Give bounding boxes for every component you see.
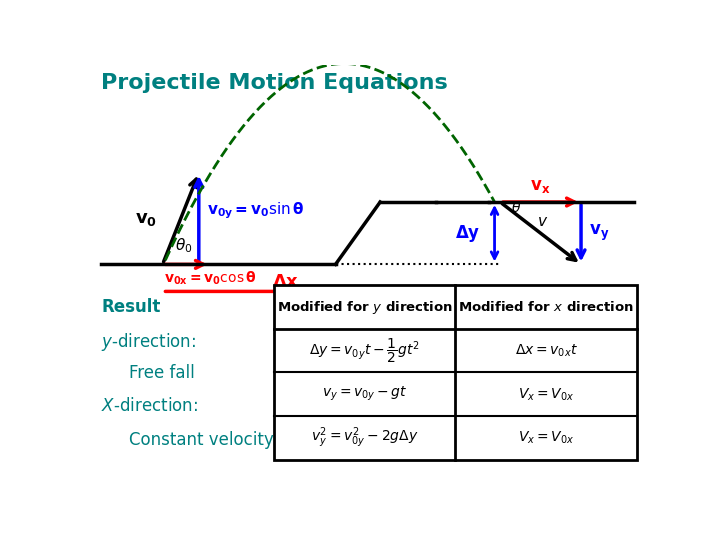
Text: $\Delta y = v_{0y}t - \dfrac{1}{2}gt^2$: $\Delta y = v_{0y}t - \dfrac{1}{2}gt^2$ (310, 336, 420, 365)
Text: $V_x = V_{0x}$: $V_x = V_{0x}$ (518, 386, 575, 402)
Text: $\mathbf{v_0}$: $\mathbf{v_0}$ (135, 210, 157, 228)
Text: $\mathbf{v_y}$: $\mathbf{v_y}$ (590, 223, 610, 244)
FancyBboxPatch shape (274, 285, 637, 460)
Text: Free fall: Free fall (129, 364, 195, 382)
Text: $\mathbf{v_{0x}= v_0 \cos\theta}$: $\mathbf{v_{0x}= v_0 \cos\theta}$ (164, 270, 257, 287)
Text: $\theta_0$: $\theta_0$ (175, 236, 192, 254)
Text: $\Delta x = v_{0x}t$: $\Delta x = v_{0x}t$ (515, 342, 577, 359)
Text: $\theta$: $\theta$ (511, 200, 521, 215)
Text: $\mathbf{\Delta x}$: $\mathbf{\Delta x}$ (271, 273, 299, 291)
Text: $\mathbf{v_x}$: $\mathbf{v_x}$ (531, 177, 551, 194)
Text: $v_y^2 = v_{0y}^2 - 2g\Delta y$: $v_y^2 = v_{0y}^2 - 2g\Delta y$ (311, 426, 418, 450)
Text: $\mathbf{v_{0y}= v_0 \sin\theta}$: $\mathbf{v_{0y}= v_0 \sin\theta}$ (207, 200, 305, 221)
Text: Constant velocity: Constant velocity (129, 431, 274, 449)
Text: $v_y = v_{0y} - gt$: $v_y = v_{0y} - gt$ (322, 385, 408, 403)
Text: $\mathbf{\Delta y}$: $\mathbf{\Delta y}$ (455, 222, 481, 244)
Text: $V_x = V_{0x}$: $V_x = V_{0x}$ (518, 430, 575, 446)
Text: Modified for $x$ direction: Modified for $x$ direction (458, 300, 634, 314)
Text: Result: Result (101, 298, 161, 316)
Text: $v$: $v$ (536, 214, 548, 229)
Text: $y$-direction:: $y$-direction: (101, 331, 197, 353)
Text: Projectile Motion Equations: Projectile Motion Equations (101, 73, 448, 93)
Text: $X$-direction:: $X$-direction: (101, 397, 198, 415)
Text: Modified for $y$ direction: Modified for $y$ direction (277, 299, 453, 315)
